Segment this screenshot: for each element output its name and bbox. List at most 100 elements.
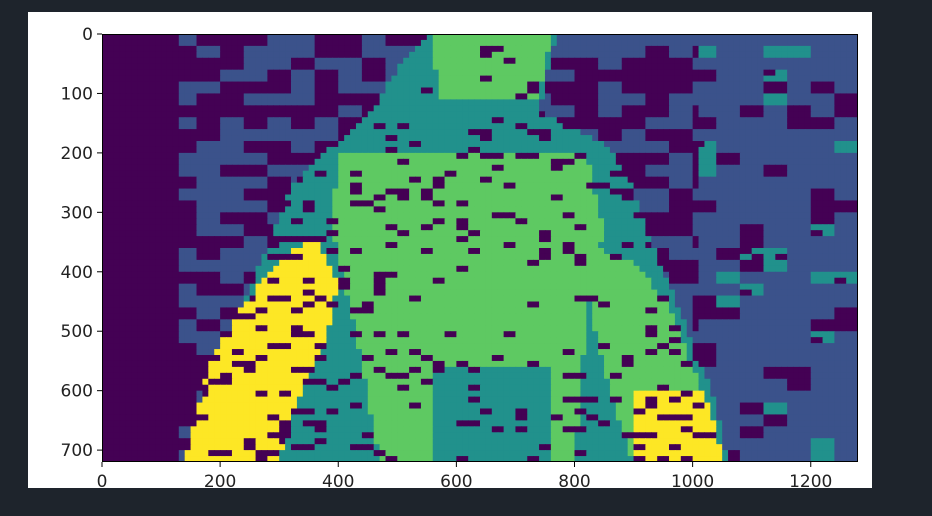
heatmap-cell xyxy=(480,146,487,154)
heatmap-cell xyxy=(220,39,227,47)
heatmap-cell xyxy=(302,230,310,237)
heatmap-cell xyxy=(804,230,812,237)
heatmap-cell xyxy=(438,99,446,106)
heatmap-cell xyxy=(255,259,263,267)
heatmap-cell xyxy=(432,253,440,261)
heatmap-cell xyxy=(816,123,824,130)
heatmap-cell xyxy=(102,242,109,249)
heatmap-cell xyxy=(698,99,706,106)
heatmap-cell xyxy=(562,152,570,160)
heatmap-cell xyxy=(102,141,109,148)
heatmap-cell xyxy=(769,141,776,148)
heatmap-cell xyxy=(686,182,694,190)
heatmap-cell xyxy=(190,164,198,172)
heatmap-cell xyxy=(485,152,493,160)
heatmap-cell xyxy=(739,176,747,184)
heatmap-cell xyxy=(645,34,652,41)
heatmap-cell xyxy=(143,176,150,184)
heatmap-cell xyxy=(220,57,227,65)
heatmap-cell xyxy=(704,206,711,213)
heatmap-cell xyxy=(621,99,629,106)
heatmap-cell xyxy=(350,206,357,213)
heatmap-cell xyxy=(237,63,245,71)
heatmap-cell xyxy=(102,57,109,65)
heatmap-cell xyxy=(485,236,493,243)
heatmap-cell xyxy=(279,206,286,213)
heatmap-cell xyxy=(450,242,457,249)
heatmap-cell xyxy=(539,81,546,89)
heatmap-cell xyxy=(704,123,711,130)
heatmap-cell xyxy=(143,105,150,112)
heatmap-cell xyxy=(604,170,611,178)
heatmap-cell xyxy=(568,242,576,249)
heatmap-cell xyxy=(196,87,204,95)
heatmap-cell xyxy=(692,164,700,172)
heatmap-cell xyxy=(273,248,280,255)
heatmap-cell xyxy=(604,182,611,190)
heatmap-cell xyxy=(798,158,806,166)
heatmap-cell xyxy=(651,248,658,255)
heatmap-cell xyxy=(852,248,858,255)
heatmap-cell xyxy=(426,230,434,237)
heatmap-cell xyxy=(745,242,753,249)
heatmap-cell xyxy=(680,146,688,154)
heatmap-cell xyxy=(462,259,469,267)
heatmap-cell xyxy=(550,81,558,89)
heatmap-cell xyxy=(426,63,434,71)
heatmap-cell xyxy=(107,253,115,261)
heatmap-cell xyxy=(450,230,457,237)
heatmap-cell xyxy=(556,230,564,237)
heatmap-cell xyxy=(391,146,398,154)
heatmap-cell xyxy=(409,194,416,202)
heatmap-cell xyxy=(131,230,139,237)
heatmap-cell xyxy=(787,57,794,65)
heatmap-cell xyxy=(190,224,198,231)
heatmap-cell xyxy=(125,75,133,83)
heatmap-cell xyxy=(480,51,487,59)
heatmap-cell xyxy=(651,93,658,100)
heatmap-cell xyxy=(840,141,847,148)
heatmap-cell xyxy=(769,236,776,243)
heatmap-cell xyxy=(426,34,434,41)
heatmap-cell xyxy=(633,39,641,47)
heatmap-cell xyxy=(816,164,824,172)
heatmap-cell xyxy=(261,75,268,83)
heatmap-cell xyxy=(639,51,646,59)
heatmap-cell xyxy=(763,99,771,106)
heatmap-cell xyxy=(728,45,735,53)
heatmap-cell xyxy=(503,63,511,71)
heatmap-cell xyxy=(208,224,215,231)
heatmap-cell xyxy=(166,188,174,196)
heatmap-cell xyxy=(716,212,723,219)
heatmap-cell xyxy=(804,123,812,130)
heatmap-cell xyxy=(834,87,841,95)
heatmap-cell xyxy=(728,224,735,231)
heatmap-cell xyxy=(757,69,765,77)
heatmap-cell xyxy=(462,117,469,124)
heatmap-cell xyxy=(208,69,215,77)
heatmap-cell xyxy=(344,45,351,53)
heatmap-cell xyxy=(308,75,316,83)
heatmap-cell xyxy=(350,34,357,41)
heatmap-cell xyxy=(704,93,711,100)
heatmap-cell xyxy=(155,242,162,249)
heatmap-cell xyxy=(509,152,517,160)
heatmap-cell xyxy=(172,212,180,219)
heatmap-cell xyxy=(462,135,469,142)
heatmap-cell xyxy=(816,194,824,202)
heatmap-cell xyxy=(574,51,582,59)
heatmap-cell xyxy=(515,111,522,118)
heatmap-cell xyxy=(249,123,257,130)
heatmap-cell xyxy=(763,87,771,95)
heatmap-cell xyxy=(332,218,339,225)
heatmap-cell xyxy=(627,230,635,237)
heatmap-cell xyxy=(669,152,676,160)
heatmap-cell xyxy=(143,117,150,124)
heatmap-cell xyxy=(385,57,393,65)
heatmap-cell xyxy=(391,194,398,202)
heatmap-cell xyxy=(539,57,546,65)
heatmap-cell xyxy=(704,111,711,118)
heatmap-cell xyxy=(279,129,286,136)
heatmap-cell xyxy=(450,212,457,219)
heatmap-cell xyxy=(846,75,853,83)
